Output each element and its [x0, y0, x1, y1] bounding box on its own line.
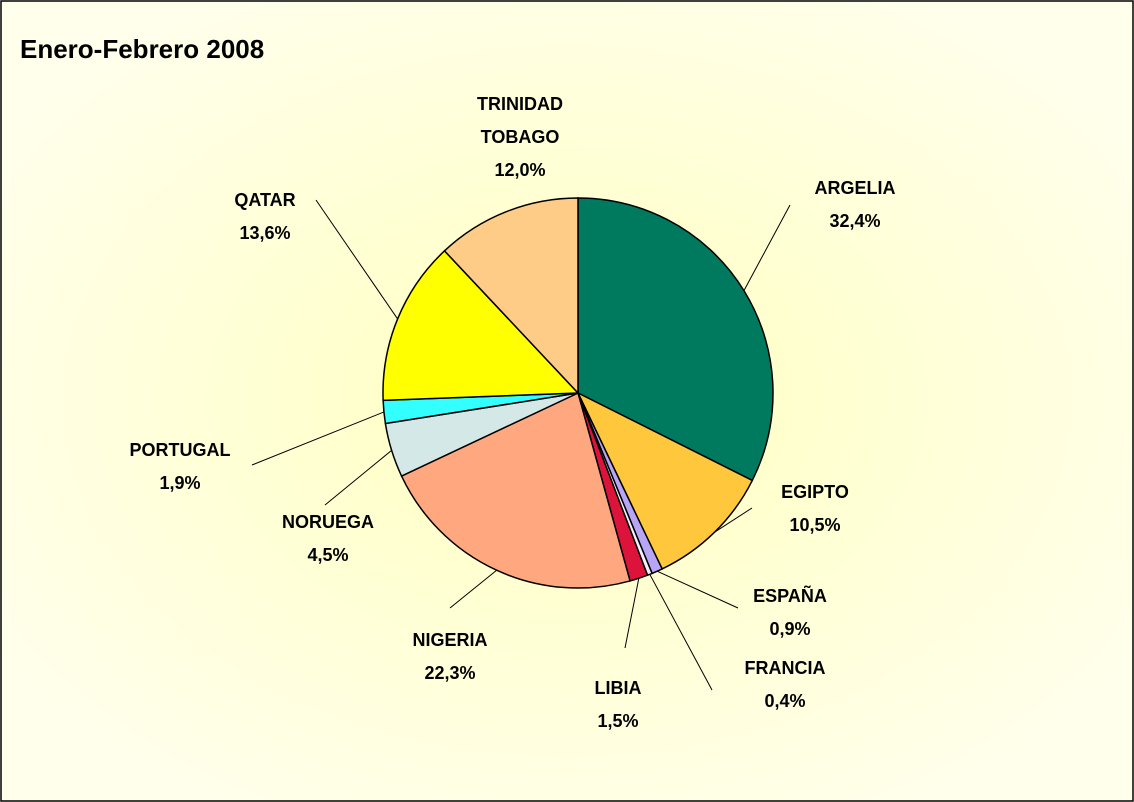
- slice-label: ESPAÑA 0,9%: [710, 580, 870, 646]
- category-label: EGIPTO: [781, 482, 849, 502]
- category-label: NORUEGA: [281, 512, 374, 532]
- pie-slice: [577, 197, 774, 482]
- category-label: LIBIA: [594, 678, 642, 698]
- leader-line: [649, 574, 713, 691]
- leader-line: [624, 578, 640, 649]
- value-label: 4,5%: [307, 545, 349, 565]
- slice-label: QATAR 13,6%: [185, 184, 345, 250]
- value-label: 12,0%: [494, 160, 546, 180]
- slice-label: NORUEGA 4,5%: [248, 506, 408, 572]
- slice-label: TRINIDAD TOBAGO 12,0%: [440, 88, 600, 187]
- pie-slice: [576, 391, 754, 570]
- value-label: 0,9%: [769, 619, 811, 639]
- slice-label: LIBIA 1,5%: [538, 672, 698, 738]
- leader-line: [656, 570, 739, 609]
- leader-line: [449, 569, 497, 609]
- slice-label: PORTUGAL 1,9%: [100, 434, 260, 500]
- category-label: ESPAÑA: [753, 586, 827, 606]
- chart-title: Enero-Febrero 2008: [20, 34, 265, 64]
- category-label: PORTUGAL: [129, 440, 231, 460]
- value-label: 1,9%: [159, 473, 201, 493]
- leader-line: [714, 507, 753, 533]
- category-label: NIGERIA: [412, 630, 488, 650]
- category-label: ARGELIA: [814, 178, 896, 198]
- value-label: 13,6%: [239, 223, 291, 243]
- pie-slice: [400, 391, 631, 589]
- value-label: 32,4%: [829, 211, 881, 231]
- leader-line: [315, 199, 399, 320]
- value-label: 0,4%: [764, 691, 806, 711]
- slice-label: ARGELIA 32,4%: [775, 172, 935, 238]
- leader-line: [743, 204, 791, 291]
- category-label: TRINIDAD TOBAGO: [477, 94, 563, 147]
- category-label: QATAR: [234, 190, 296, 210]
- value-label: 22,3%: [424, 663, 476, 683]
- leader-line: [251, 411, 385, 466]
- slice-label: EGIPTO 10,5%: [735, 476, 895, 542]
- category-label: FRANCIA: [744, 658, 826, 678]
- value-label: 10,5%: [789, 515, 841, 535]
- value-label: 1,5%: [597, 711, 639, 731]
- pie-slice: [443, 197, 579, 395]
- leader-line: [324, 449, 392, 506]
- slice-label: NIGERIA 22,3%: [370, 624, 530, 690]
- slice-label: FRANCIA 0,4%: [705, 652, 865, 718]
- pie-slice: [382, 249, 580, 402]
